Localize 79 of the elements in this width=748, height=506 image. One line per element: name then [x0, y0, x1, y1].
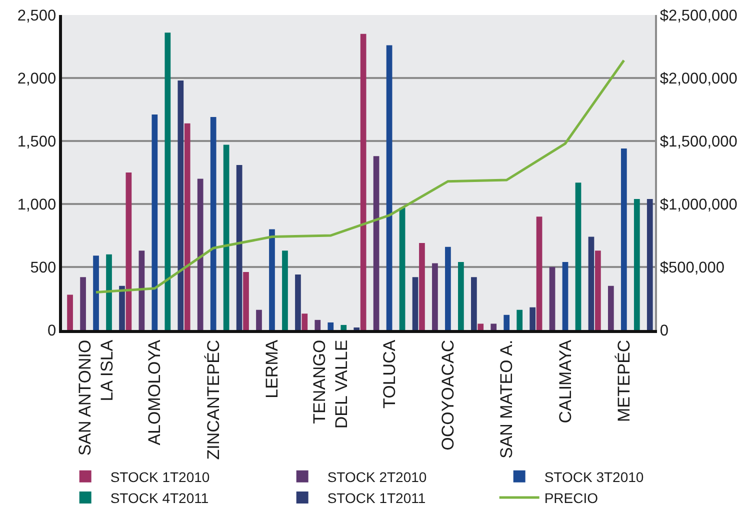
bar: [562, 262, 568, 330]
bar: [360, 34, 366, 330]
bar: [295, 274, 301, 330]
legend-label: STOCK 2T2010: [327, 468, 427, 485]
bar: [549, 267, 556, 330]
bar: [282, 250, 288, 330]
bar: [152, 114, 158, 330]
legend-label: PRECIO: [544, 490, 598, 506]
bar: [243, 272, 249, 330]
bar: [126, 172, 132, 330]
bar: [184, 123, 190, 330]
bar: [138, 250, 145, 330]
bar: [471, 277, 477, 330]
bar: [445, 246, 451, 330]
bar: [223, 144, 230, 330]
bar: [608, 286, 614, 330]
x-tick-label: TOLUCA: [380, 339, 399, 408]
y-tick-label: 500: [30, 259, 57, 276]
x-tick-label: ALOMOLOYA: [145, 339, 164, 446]
bar: [354, 327, 360, 330]
y2-tick-label: $1,000,000: [660, 196, 738, 214]
bar: [164, 32, 171, 330]
line-series: [94, 59, 626, 294]
bar: [634, 198, 640, 330]
y2-tick-label: $500,000: [660, 259, 725, 276]
bar: [197, 178, 204, 330]
legend-label: STOCK 4T2011: [110, 490, 209, 506]
bar: [419, 243, 425, 330]
legend-label: STOCK 1T2010: [110, 468, 210, 485]
bar: [530, 307, 536, 330]
bar: [412, 277, 418, 330]
bar: [210, 117, 216, 330]
legend-label: STOCK 3T2010: [544, 468, 644, 485]
x-tick-label: LERMA: [262, 339, 282, 398]
bar: [516, 310, 523, 330]
bar: [328, 322, 334, 330]
bar: [595, 250, 601, 330]
bar: [432, 263, 438, 330]
bar: [302, 314, 308, 330]
y-tick-label: 1,000: [17, 196, 57, 214]
x-tick-label: CALIMAYA: [556, 339, 575, 424]
bar: [178, 80, 184, 330]
y-tick-label: 1,500: [17, 133, 57, 150]
bar: [504, 314, 510, 330]
bar: [399, 208, 406, 330]
bar: [236, 164, 242, 330]
bar: [386, 45, 392, 330]
bar: [119, 286, 125, 330]
bar: [588, 236, 594, 330]
bar: [478, 324, 484, 330]
bar: [80, 277, 86, 330]
bar: [93, 256, 99, 330]
bar: [67, 294, 73, 330]
bar: [340, 324, 347, 330]
x-tick-label: TENANGO DEL VALLE: [310, 340, 352, 429]
bar: [646, 198, 653, 330]
x-tick-label: OCOYOACAC: [438, 340, 458, 450]
legend-label: STOCK 1T2011: [327, 490, 426, 506]
bar: [373, 156, 380, 330]
y2-tick-label: 0: [660, 322, 669, 340]
x-tick-label: ZINCANTEPÉC: [204, 340, 223, 460]
bar: [106, 254, 112, 330]
bar: [490, 324, 497, 330]
y2-tick-label: $2,000,000: [660, 70, 738, 88]
x-tick-label: SAN MATEO A.: [497, 340, 516, 459]
y-tick-label: 0: [48, 322, 57, 340]
bar: [620, 148, 627, 330]
bar: [458, 262, 464, 330]
y-tick-label: 2,000: [17, 70, 57, 88]
y-tick-label: 2,500: [17, 7, 57, 24]
x-tick-label: METEPÉC: [614, 340, 634, 422]
bar: [269, 229, 275, 330]
bar: [536, 216, 542, 330]
bar: [314, 320, 321, 330]
y2-tick-label: $1,500,000: [660, 133, 738, 150]
bar: [575, 182, 582, 330]
y2-tick-label: $2,500,000: [660, 7, 738, 24]
bar: [256, 310, 262, 330]
x-tick-label: SAN ANTONIO LA ISLA: [75, 339, 117, 456]
